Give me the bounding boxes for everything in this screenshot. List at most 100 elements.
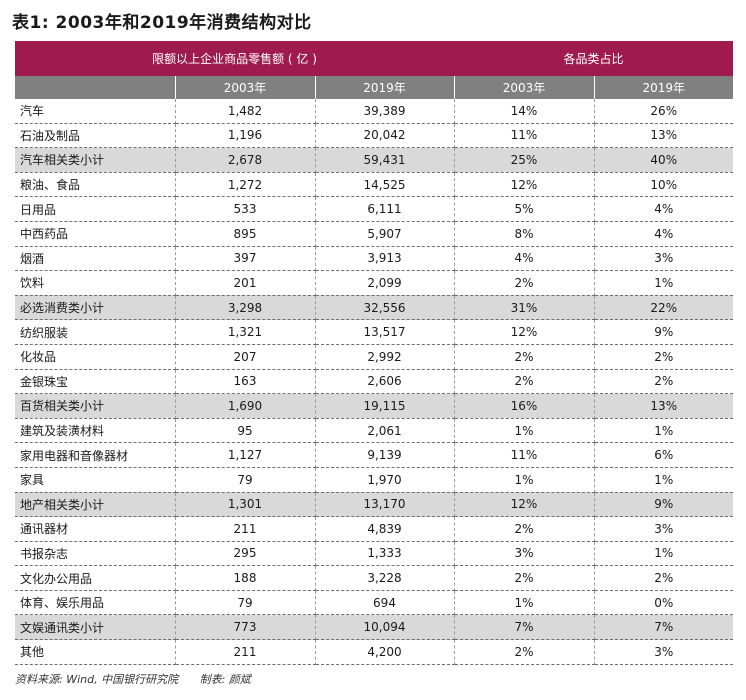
sales-2003-cell: 79 xyxy=(175,590,316,616)
category-name-cell: 中西药品 xyxy=(15,221,176,247)
table-row: 日用品 533 6,111 5% 4% xyxy=(15,196,734,222)
table-row: 通讯器材 211 4,839 2% 3% xyxy=(15,516,734,542)
sales-2019-cell: 13,170 xyxy=(315,492,455,518)
share-2019-cell: 40% xyxy=(594,147,734,173)
sales-2003-cell: 1,482 xyxy=(175,99,316,124)
share-2003-cell: 3% xyxy=(454,541,595,567)
sales-2003-cell: 773 xyxy=(175,614,316,641)
sales-2003-cell: 1,127 xyxy=(175,442,316,468)
sales-2019-cell: 1,970 xyxy=(315,467,455,493)
sales-2003-cell: 3,298 xyxy=(175,295,316,321)
header-group-row: 限额以上企业商品零售额 ( 亿 ) 各品类占比 xyxy=(15,41,734,76)
sales-2019-cell: 32,556 xyxy=(315,295,455,321)
subtotal-row: 文娱通讯类小计 773 10,094 7% 7% xyxy=(15,614,734,641)
sales-2019-cell: 9,139 xyxy=(315,442,455,468)
table-row: 家用电器和音像器材 1,127 9,139 11% 6% xyxy=(15,442,734,468)
share-2019-cell: 3% xyxy=(594,246,734,272)
category-name-cell: 金银珠宝 xyxy=(15,369,176,395)
sales-2019-cell: 694 xyxy=(315,590,455,616)
category-name-cell: 文娱通讯类小计 xyxy=(15,614,176,641)
header-share-2003: 2003年 xyxy=(454,76,595,99)
share-2003-cell: 2% xyxy=(454,344,595,370)
header-blank xyxy=(15,76,176,99)
category-name-cell: 家具 xyxy=(15,467,176,493)
category-name-cell: 粮油、食品 xyxy=(15,172,176,198)
share-2019-cell: 3% xyxy=(594,639,734,665)
sales-2003-cell: 1,301 xyxy=(175,492,316,518)
share-2003-cell: 11% xyxy=(454,442,595,468)
category-name-cell: 通讯器材 xyxy=(15,516,176,542)
share-2003-cell: 7% xyxy=(454,614,595,641)
sales-2003-cell: 2,678 xyxy=(175,147,316,173)
table-row: 文化办公用品 188 3,228 2% 2% xyxy=(15,565,734,591)
share-2019-cell: 13% xyxy=(594,123,734,149)
share-2003-cell: 25% xyxy=(454,147,595,173)
share-2019-cell: 2% xyxy=(594,565,734,591)
category-name-cell: 体育、娱乐用品 xyxy=(15,590,176,616)
header-sales-2003: 2003年 xyxy=(175,76,316,99)
table-row: 建筑及装潢材料 95 2,061 1% 1% xyxy=(15,418,734,444)
share-2019-cell: 4% xyxy=(594,221,734,247)
share-2019-cell: 7% xyxy=(594,614,734,641)
table-row: 石油及制品 1,196 20,042 11% 13% xyxy=(15,123,734,149)
category-name-cell: 饮料 xyxy=(15,270,176,296)
sales-2003-cell: 211 xyxy=(175,516,316,542)
share-2003-cell: 1% xyxy=(454,418,595,444)
sales-2019-cell: 2,606 xyxy=(315,369,455,395)
share-2003-cell: 12% xyxy=(454,172,595,198)
sales-2019-cell: 1,333 xyxy=(315,541,455,567)
sales-2003-cell: 79 xyxy=(175,467,316,493)
share-2003-cell: 1% xyxy=(454,590,595,616)
share-2019-cell: 9% xyxy=(594,492,734,518)
share-2019-cell: 22% xyxy=(594,295,734,321)
sales-2019-cell: 13,517 xyxy=(315,319,455,345)
table-row: 化妆品 207 2,992 2% 2% xyxy=(15,344,734,370)
category-name-cell: 文化办公用品 xyxy=(15,565,176,591)
sales-2003-cell: 1,321 xyxy=(175,319,316,345)
table-body: 汽车 1,482 39,389 14% 26% 石油及制品 1,196 20,042 11% 13… xyxy=(15,99,734,665)
share-2019-cell: 1% xyxy=(594,270,734,296)
subtotal-row: 地产相关类小计 1,301 13,170 12% 9% xyxy=(15,492,734,518)
share-2003-cell: 4% xyxy=(454,246,595,272)
header-share-2019: 2019年 xyxy=(594,76,734,99)
category-name-cell: 汽车 xyxy=(15,99,176,124)
share-2003-cell: 12% xyxy=(454,319,595,345)
category-name-cell: 日用品 xyxy=(15,196,176,222)
table-row: 饮料 201 2,099 2% 1% xyxy=(15,270,734,296)
sales-2019-cell: 5,907 xyxy=(315,221,455,247)
sales-2003-cell: 95 xyxy=(175,418,316,444)
header-share-group: 各品类占比 xyxy=(454,41,734,76)
sales-2003-cell: 188 xyxy=(175,565,316,591)
share-2019-cell: 0% xyxy=(594,590,734,616)
subtotal-row: 百货相关类小计 1,690 19,115 16% 13% xyxy=(15,393,734,419)
share-2019-cell: 3% xyxy=(594,516,734,542)
sales-2019-cell: 39,389 xyxy=(315,99,455,124)
sales-2019-cell: 4,839 xyxy=(315,516,455,542)
table-row: 金银珠宝 163 2,606 2% 2% xyxy=(15,369,734,395)
sales-2019-cell: 19,115 xyxy=(315,393,455,419)
table-maker: 制表: 颜斌 xyxy=(199,673,251,686)
table-row: 粮油、食品 1,272 14,525 12% 10% xyxy=(15,172,734,198)
share-2003-cell: 2% xyxy=(454,565,595,591)
sales-2003-cell: 211 xyxy=(175,639,316,665)
sales-2003-cell: 1,196 xyxy=(175,123,316,149)
share-2003-cell: 2% xyxy=(454,369,595,395)
sales-2019-cell: 14,525 xyxy=(315,172,455,198)
category-name-cell: 建筑及装潢材料 xyxy=(15,418,176,444)
share-2003-cell: 2% xyxy=(454,516,595,542)
category-name-cell: 百货相关类小计 xyxy=(15,393,176,419)
share-2019-cell: 9% xyxy=(594,319,734,345)
category-name-cell: 家用电器和音像器材 xyxy=(15,442,176,468)
sales-2019-cell: 2,099 xyxy=(315,270,455,296)
sales-2003-cell: 1,690 xyxy=(175,393,316,419)
share-2003-cell: 12% xyxy=(454,492,595,518)
category-name-cell: 石油及制品 xyxy=(15,123,176,149)
data-source: 资料来源: Wind, 中国银行研究院 xyxy=(15,673,179,686)
share-2003-cell: 11% xyxy=(454,123,595,149)
header-sales-2019: 2019年 xyxy=(315,76,455,99)
share-2003-cell: 8% xyxy=(454,221,595,247)
sales-2003-cell: 895 xyxy=(175,221,316,247)
sales-2003-cell: 295 xyxy=(175,541,316,567)
share-2003-cell: 16% xyxy=(454,393,595,419)
sales-2019-cell: 3,228 xyxy=(315,565,455,591)
